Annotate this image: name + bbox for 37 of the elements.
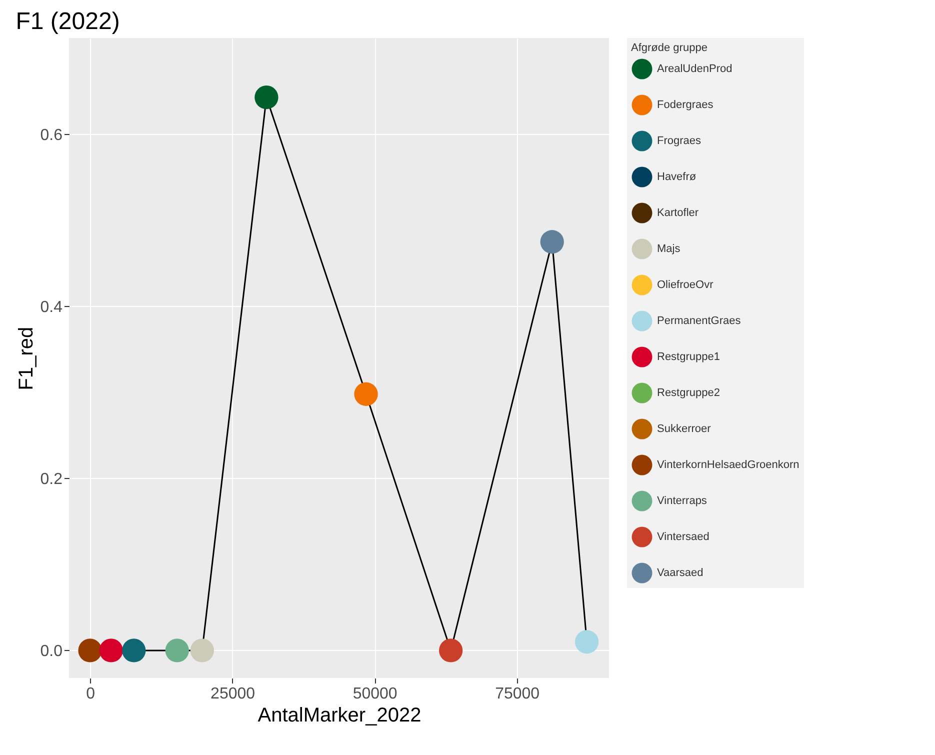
point <box>438 638 463 662</box>
x-tick-label: 25000 <box>210 686 256 702</box>
legend-label: VinterkornHelsaedGroenkorn <box>657 459 800 471</box>
legend-label: PermanentGraes <box>657 315 742 327</box>
point <box>165 638 189 662</box>
x-tick-label: 50000 <box>352 686 398 702</box>
legend-title: Afgrøde gruppe <box>631 42 708 54</box>
point <box>190 638 214 662</box>
legend-label: Vaarsaed <box>657 567 704 579</box>
y-tick-label: 0.2 <box>40 470 63 488</box>
x-axis-title: AntalMarker_2022 <box>258 704 422 726</box>
point <box>78 638 102 662</box>
legend-label: Restgruppe1 <box>657 351 720 363</box>
y-tick-label: 0.0 <box>40 642 63 660</box>
point <box>574 630 599 654</box>
y-tick-label: 0.6 <box>40 126 63 144</box>
y-axis-title: F1_red <box>15 326 38 390</box>
legend-label: Frograes <box>657 135 702 147</box>
legend-label: Havefrø <box>657 171 696 183</box>
legend-label: ArealUdenProd <box>657 63 732 75</box>
point <box>122 638 146 662</box>
x-tick-label: 75000 <box>495 686 540 702</box>
y-tick-label: 0.4 <box>40 298 63 316</box>
chart-title: F1 (2022) <box>16 8 120 35</box>
legend-label: Restgruppe2 <box>657 387 720 399</box>
legend-label: Vinterraps <box>657 495 708 507</box>
legend-label: Sukkerroer <box>657 423 712 435</box>
point <box>354 382 378 406</box>
point <box>254 86 278 110</box>
point <box>540 230 564 254</box>
legend-label: Fodergraes <box>657 99 714 111</box>
legend-label: Vintersaed <box>657 531 710 543</box>
legend-label: Kartofler <box>657 207 699 219</box>
legend-label: Majs <box>657 243 681 255</box>
x-tick-label: 0 <box>86 686 96 702</box>
point <box>99 638 123 662</box>
legend-label: OliefroeOvr <box>657 279 714 291</box>
